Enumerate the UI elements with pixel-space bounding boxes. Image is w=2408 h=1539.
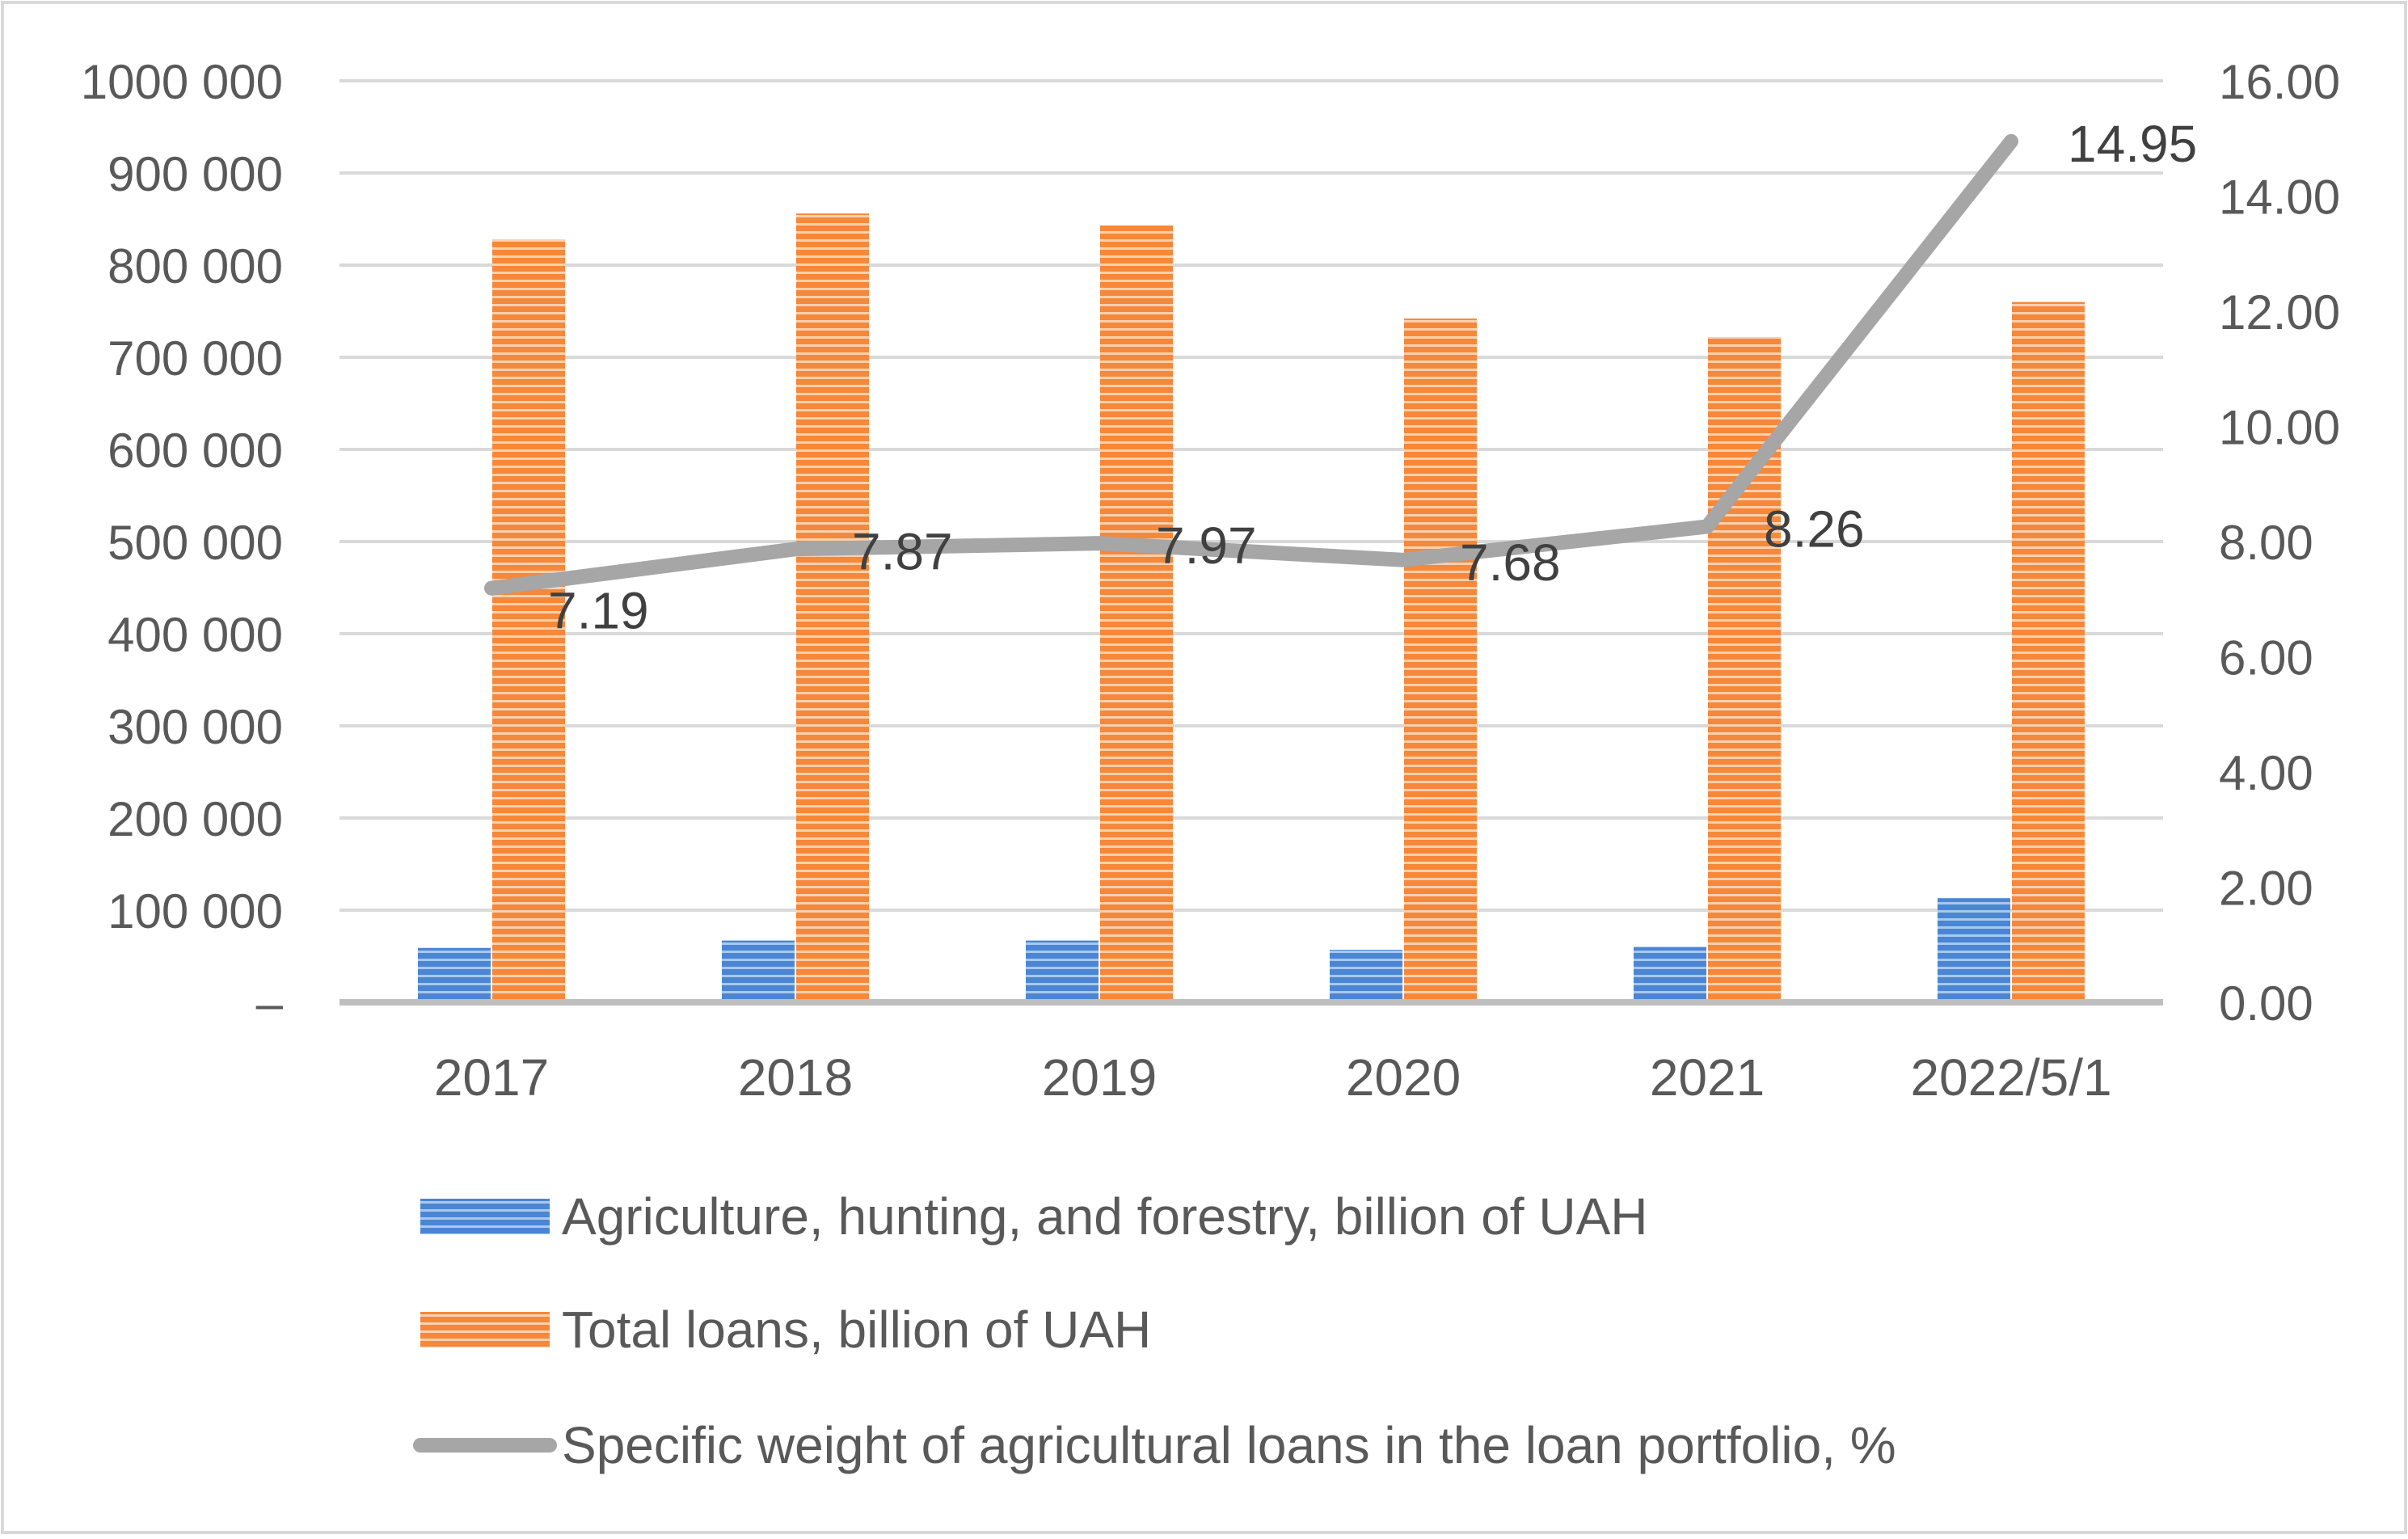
y-right-tick-label: 4.00 [2219, 746, 2313, 800]
y-left-tick-label: 400 000 [108, 608, 283, 662]
line-point [2010, 140, 2012, 142]
bar-total-loans [796, 213, 869, 1002]
y-right-tick-label: 8.00 [2219, 516, 2313, 570]
legend-label: Agriculture, hunting, and forestry, bill… [562, 1187, 1647, 1246]
legend-label: Specific weight of agricultural loans in… [562, 1416, 1896, 1474]
y-left-tick-label: 900 000 [108, 147, 283, 201]
y-right-tick-label: 14.00 [2219, 171, 2340, 225]
data-label: 14.95 [2068, 115, 2197, 173]
line-point [795, 548, 796, 550]
y-left-tick-label: 800 000 [108, 239, 283, 293]
y-right-tick-label: 12.00 [2219, 285, 2340, 339]
bar-total-loans [2012, 301, 2085, 1003]
data-label: 7.87 [852, 522, 953, 580]
y-left-tick-label: 100 000 [108, 884, 283, 938]
line-point [491, 587, 492, 589]
bar-total-loans [492, 239, 565, 1003]
data-label: 8.26 [1764, 500, 1865, 558]
line-point [1402, 559, 1404, 561]
y-right-tick-label: 16.00 [2219, 55, 2340, 109]
data-label: 7.19 [548, 582, 649, 640]
line-specific-weight [484, 133, 2018, 596]
y-left-tick-label: 700 000 [108, 331, 283, 386]
line-point [1099, 542, 1100, 545]
y-right-tick-label: 2.00 [2219, 862, 2313, 916]
y-left-tick-label: 600 000 [108, 424, 283, 478]
y-left-tick-label: – [256, 976, 284, 1031]
y-right-tick-label: 10.00 [2219, 401, 2340, 455]
bar-agriculture [1330, 950, 1402, 1002]
x-tick-label: 2021 [1650, 1048, 1765, 1107]
bar-agriculture [1634, 947, 1706, 1002]
x-tick-label: 2019 [1042, 1048, 1157, 1107]
y-right-tick-label: 6.00 [2219, 631, 2313, 685]
bar-total-loans [1100, 225, 1173, 1003]
bar-agriculture [1026, 940, 1099, 1002]
y-left-tick-label: 1000 000 [81, 55, 283, 109]
y-left-tick-label: 300 000 [108, 700, 283, 754]
data-label: 7.68 [1460, 533, 1561, 592]
bar-total-loans [1404, 318, 1477, 1002]
x-tick-label: 2017 [434, 1048, 549, 1107]
y-left-tick-label: 500 000 [108, 516, 283, 570]
line-point [1706, 525, 1708, 528]
legend-swatch-total-loans [420, 1312, 550, 1347]
legend-label: Total loans, billion of UAH [562, 1301, 1151, 1359]
x-tick-label: 2018 [738, 1048, 853, 1107]
y-left-tick-label: 200 000 [108, 792, 283, 846]
x-tick-label: 2022/5/1 [1910, 1048, 2111, 1107]
legend-swatch-agriculture [420, 1199, 550, 1234]
data-label: 7.97 [1156, 517, 1257, 575]
bar-agriculture [418, 947, 491, 1002]
x-tick-label: 2020 [1346, 1048, 1461, 1107]
bar-agriculture [1938, 898, 2010, 1002]
y-right-tick-label: 0.00 [2219, 976, 2313, 1031]
bar-agriculture [722, 940, 795, 1002]
